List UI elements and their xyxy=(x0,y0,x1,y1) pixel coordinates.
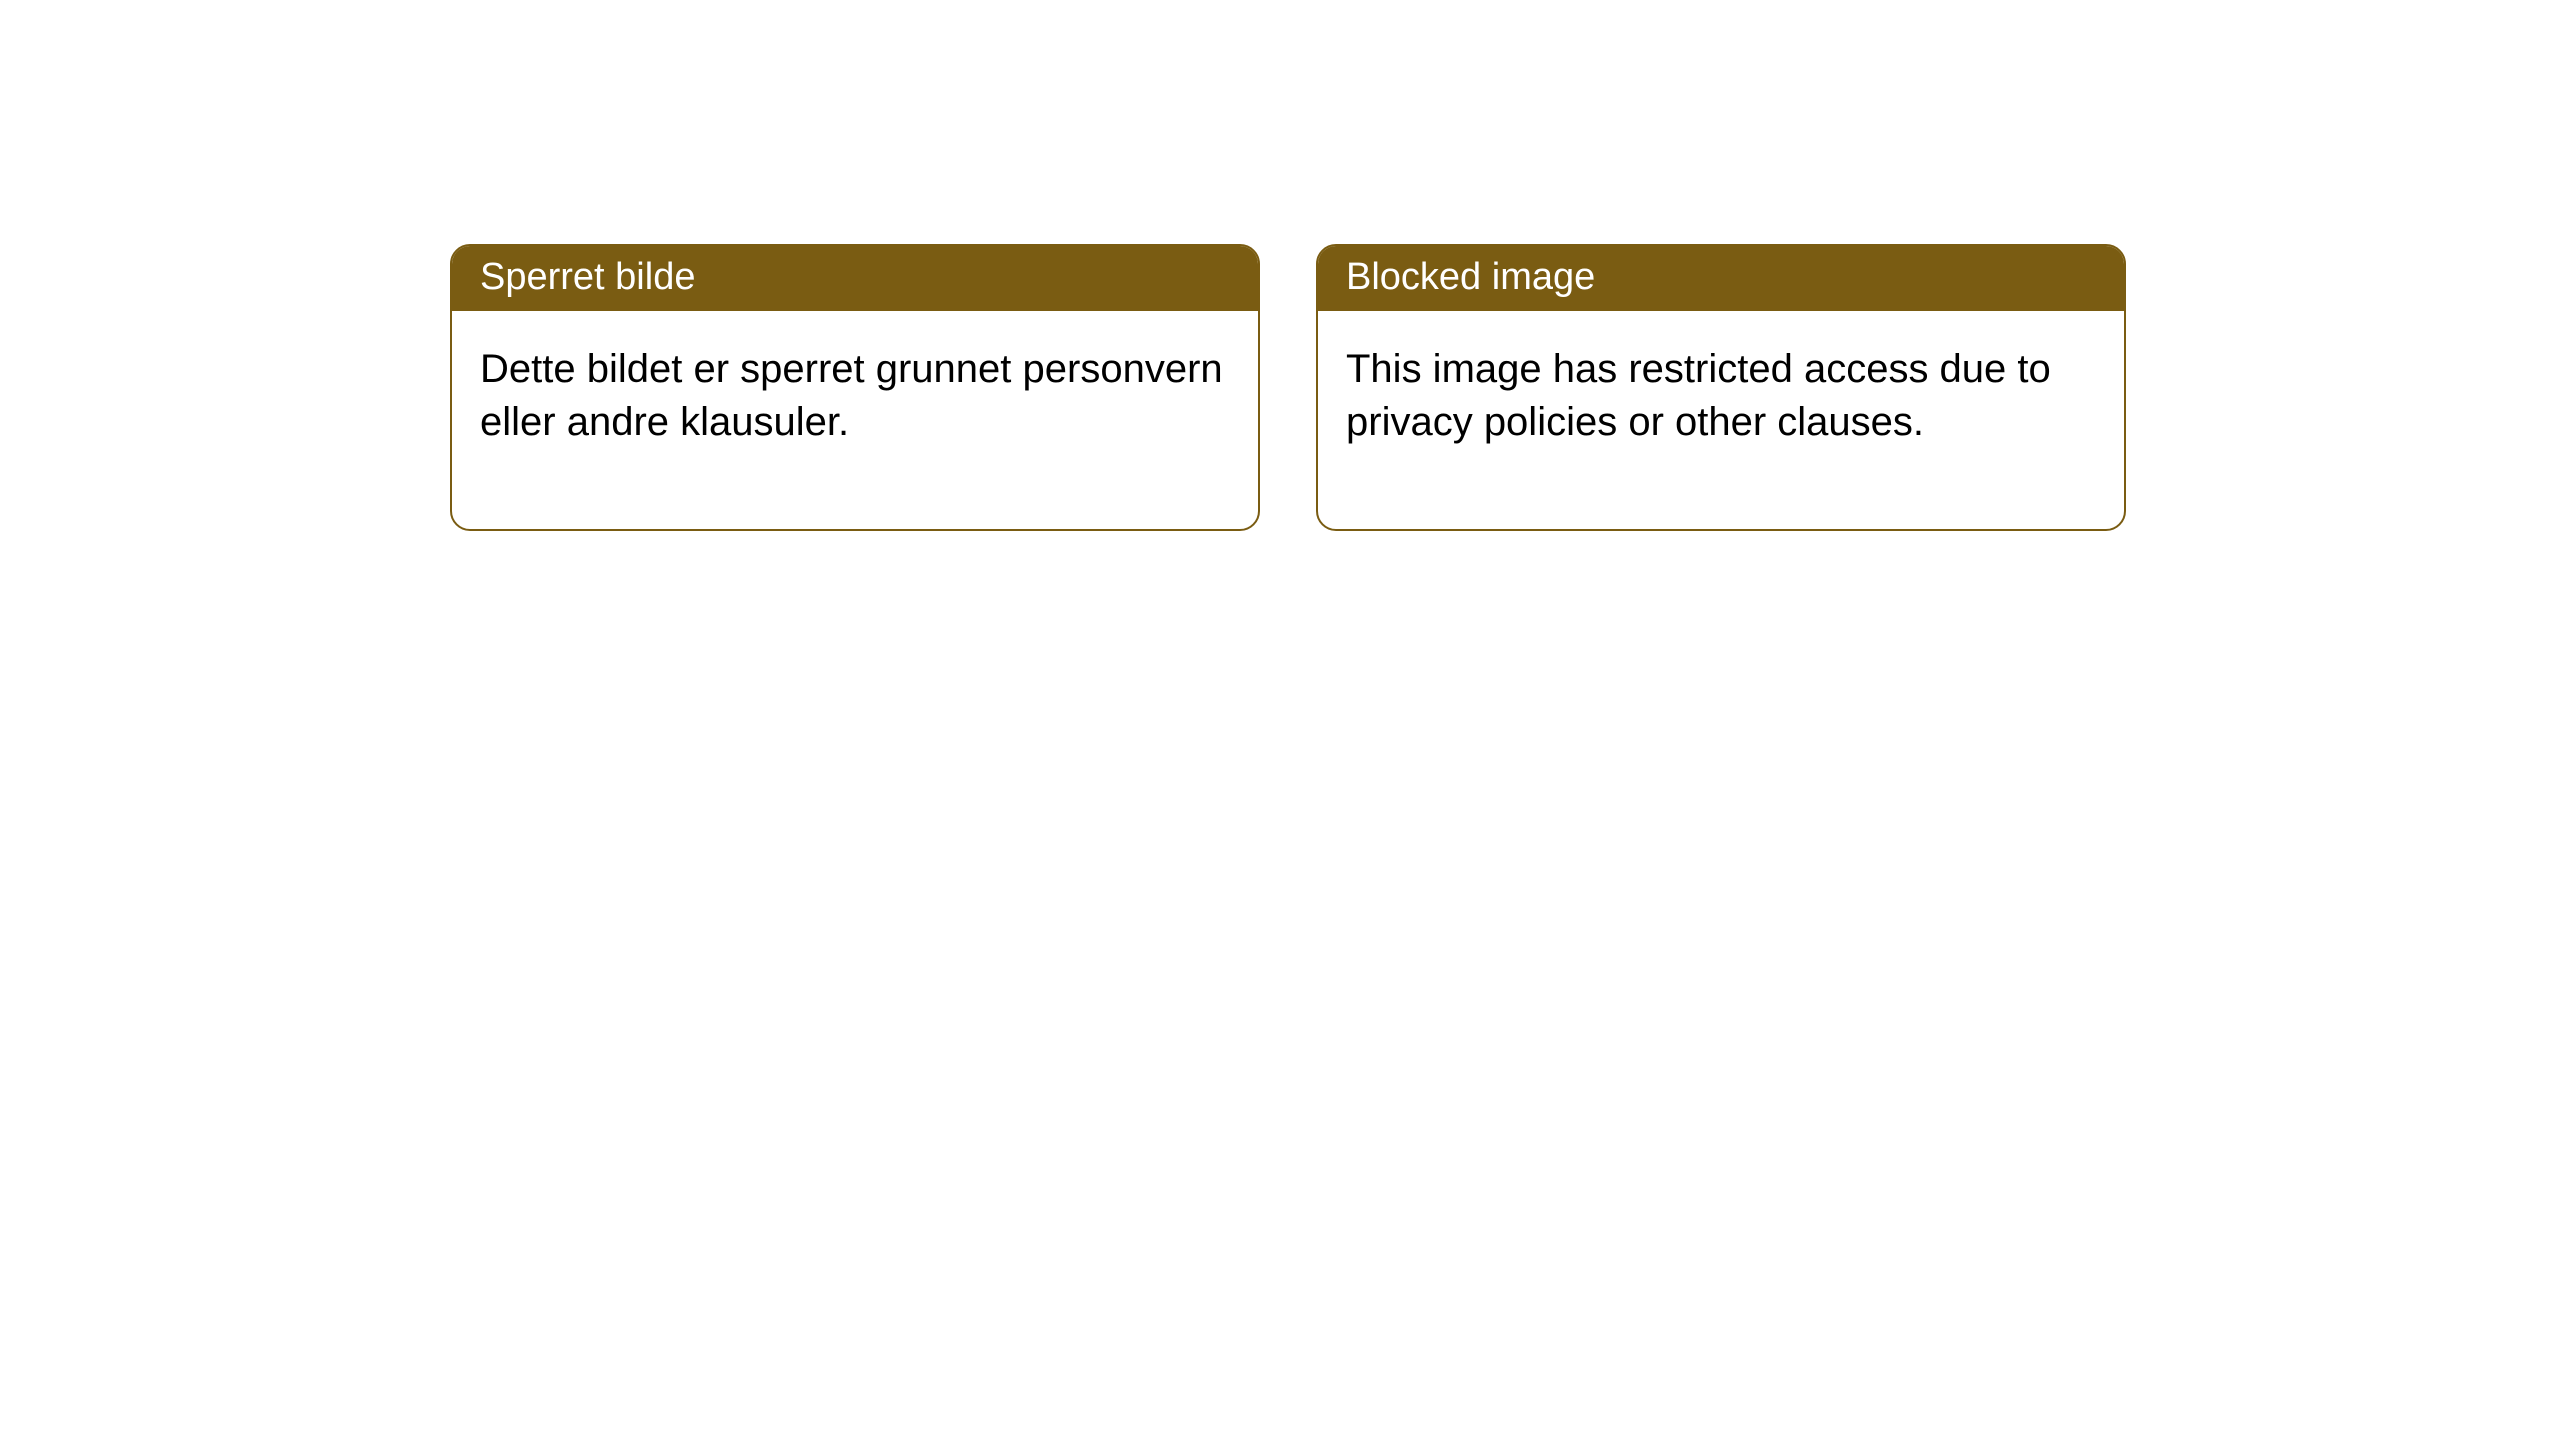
notice-card-english: Blocked image This image has restricted … xyxy=(1316,244,2126,531)
notice-body-norwegian: Dette bildet er sperret grunnet personve… xyxy=(452,311,1258,529)
notice-title-norwegian: Sperret bilde xyxy=(452,246,1258,311)
notice-body-english: This image has restricted access due to … xyxy=(1318,311,2124,529)
notice-card-norwegian: Sperret bilde Dette bildet er sperret gr… xyxy=(450,244,1260,531)
notice-title-english: Blocked image xyxy=(1318,246,2124,311)
notice-container: Sperret bilde Dette bildet er sperret gr… xyxy=(0,0,2560,531)
